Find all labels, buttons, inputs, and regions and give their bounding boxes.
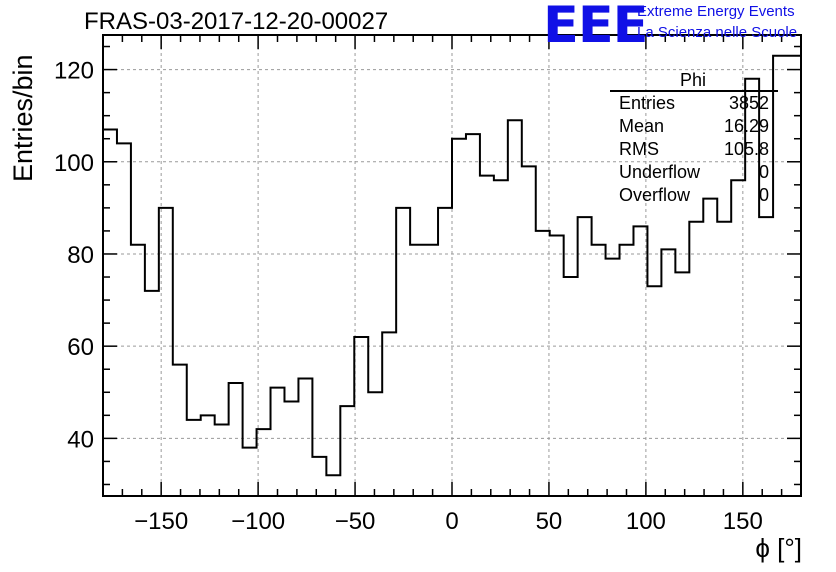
plot-frame bbox=[102, 34, 802, 497]
stats-key: Overflow bbox=[619, 185, 691, 205]
y-tick-label: 40 bbox=[67, 426, 94, 453]
stats-box-divider bbox=[610, 90, 778, 92]
logo-caption-line1: Extreme Energy Events bbox=[637, 3, 795, 20]
histogram-line bbox=[103, 54, 801, 477]
stats-value: 105.8 bbox=[723, 139, 769, 159]
y-tick-label: 60 bbox=[67, 334, 94, 361]
x-axis-label: ϕ [°] bbox=[755, 533, 802, 563]
eee-logo: EEE bbox=[543, 0, 648, 54]
y-tick-label: 80 bbox=[67, 242, 94, 269]
chart-title: FRAS-03-2017-12-20-00027 bbox=[84, 8, 389, 35]
x-tick-label: 100 bbox=[626, 508, 666, 535]
stats-key: RMS bbox=[619, 139, 659, 159]
stats-value: 0 bbox=[758, 162, 769, 182]
x-tick-label: 0 bbox=[445, 508, 458, 535]
x-tick-label: 50 bbox=[536, 508, 563, 535]
stats-value: 3852 bbox=[728, 93, 769, 113]
logo-caption-line2: La Scienza nelle Scuole bbox=[637, 24, 798, 41]
grid-lines bbox=[103, 35, 801, 496]
x-tick-label: −150 bbox=[134, 508, 188, 535]
y-tick-label: 120 bbox=[54, 58, 94, 85]
stats-box-title: Phi bbox=[680, 70, 707, 90]
stats-key: Mean bbox=[619, 116, 665, 136]
stats-key: Underflow bbox=[619, 162, 701, 182]
tick-labels: −150 −100 −50 0 50 100 150 40 60 80 100 120 bbox=[54, 58, 763, 535]
stats-value: 16.29 bbox=[723, 116, 769, 136]
x-tick-label: −100 bbox=[231, 508, 285, 535]
x-tick-label: −50 bbox=[335, 508, 376, 535]
x-tick-label: 150 bbox=[723, 508, 763, 535]
axis-ticks bbox=[102, 35, 802, 496]
y-axis-label: Entries/bin bbox=[8, 54, 38, 182]
stats-key: Entries bbox=[619, 93, 676, 113]
stats-value: 0 bbox=[758, 185, 769, 205]
y-tick-label: 100 bbox=[54, 150, 94, 177]
